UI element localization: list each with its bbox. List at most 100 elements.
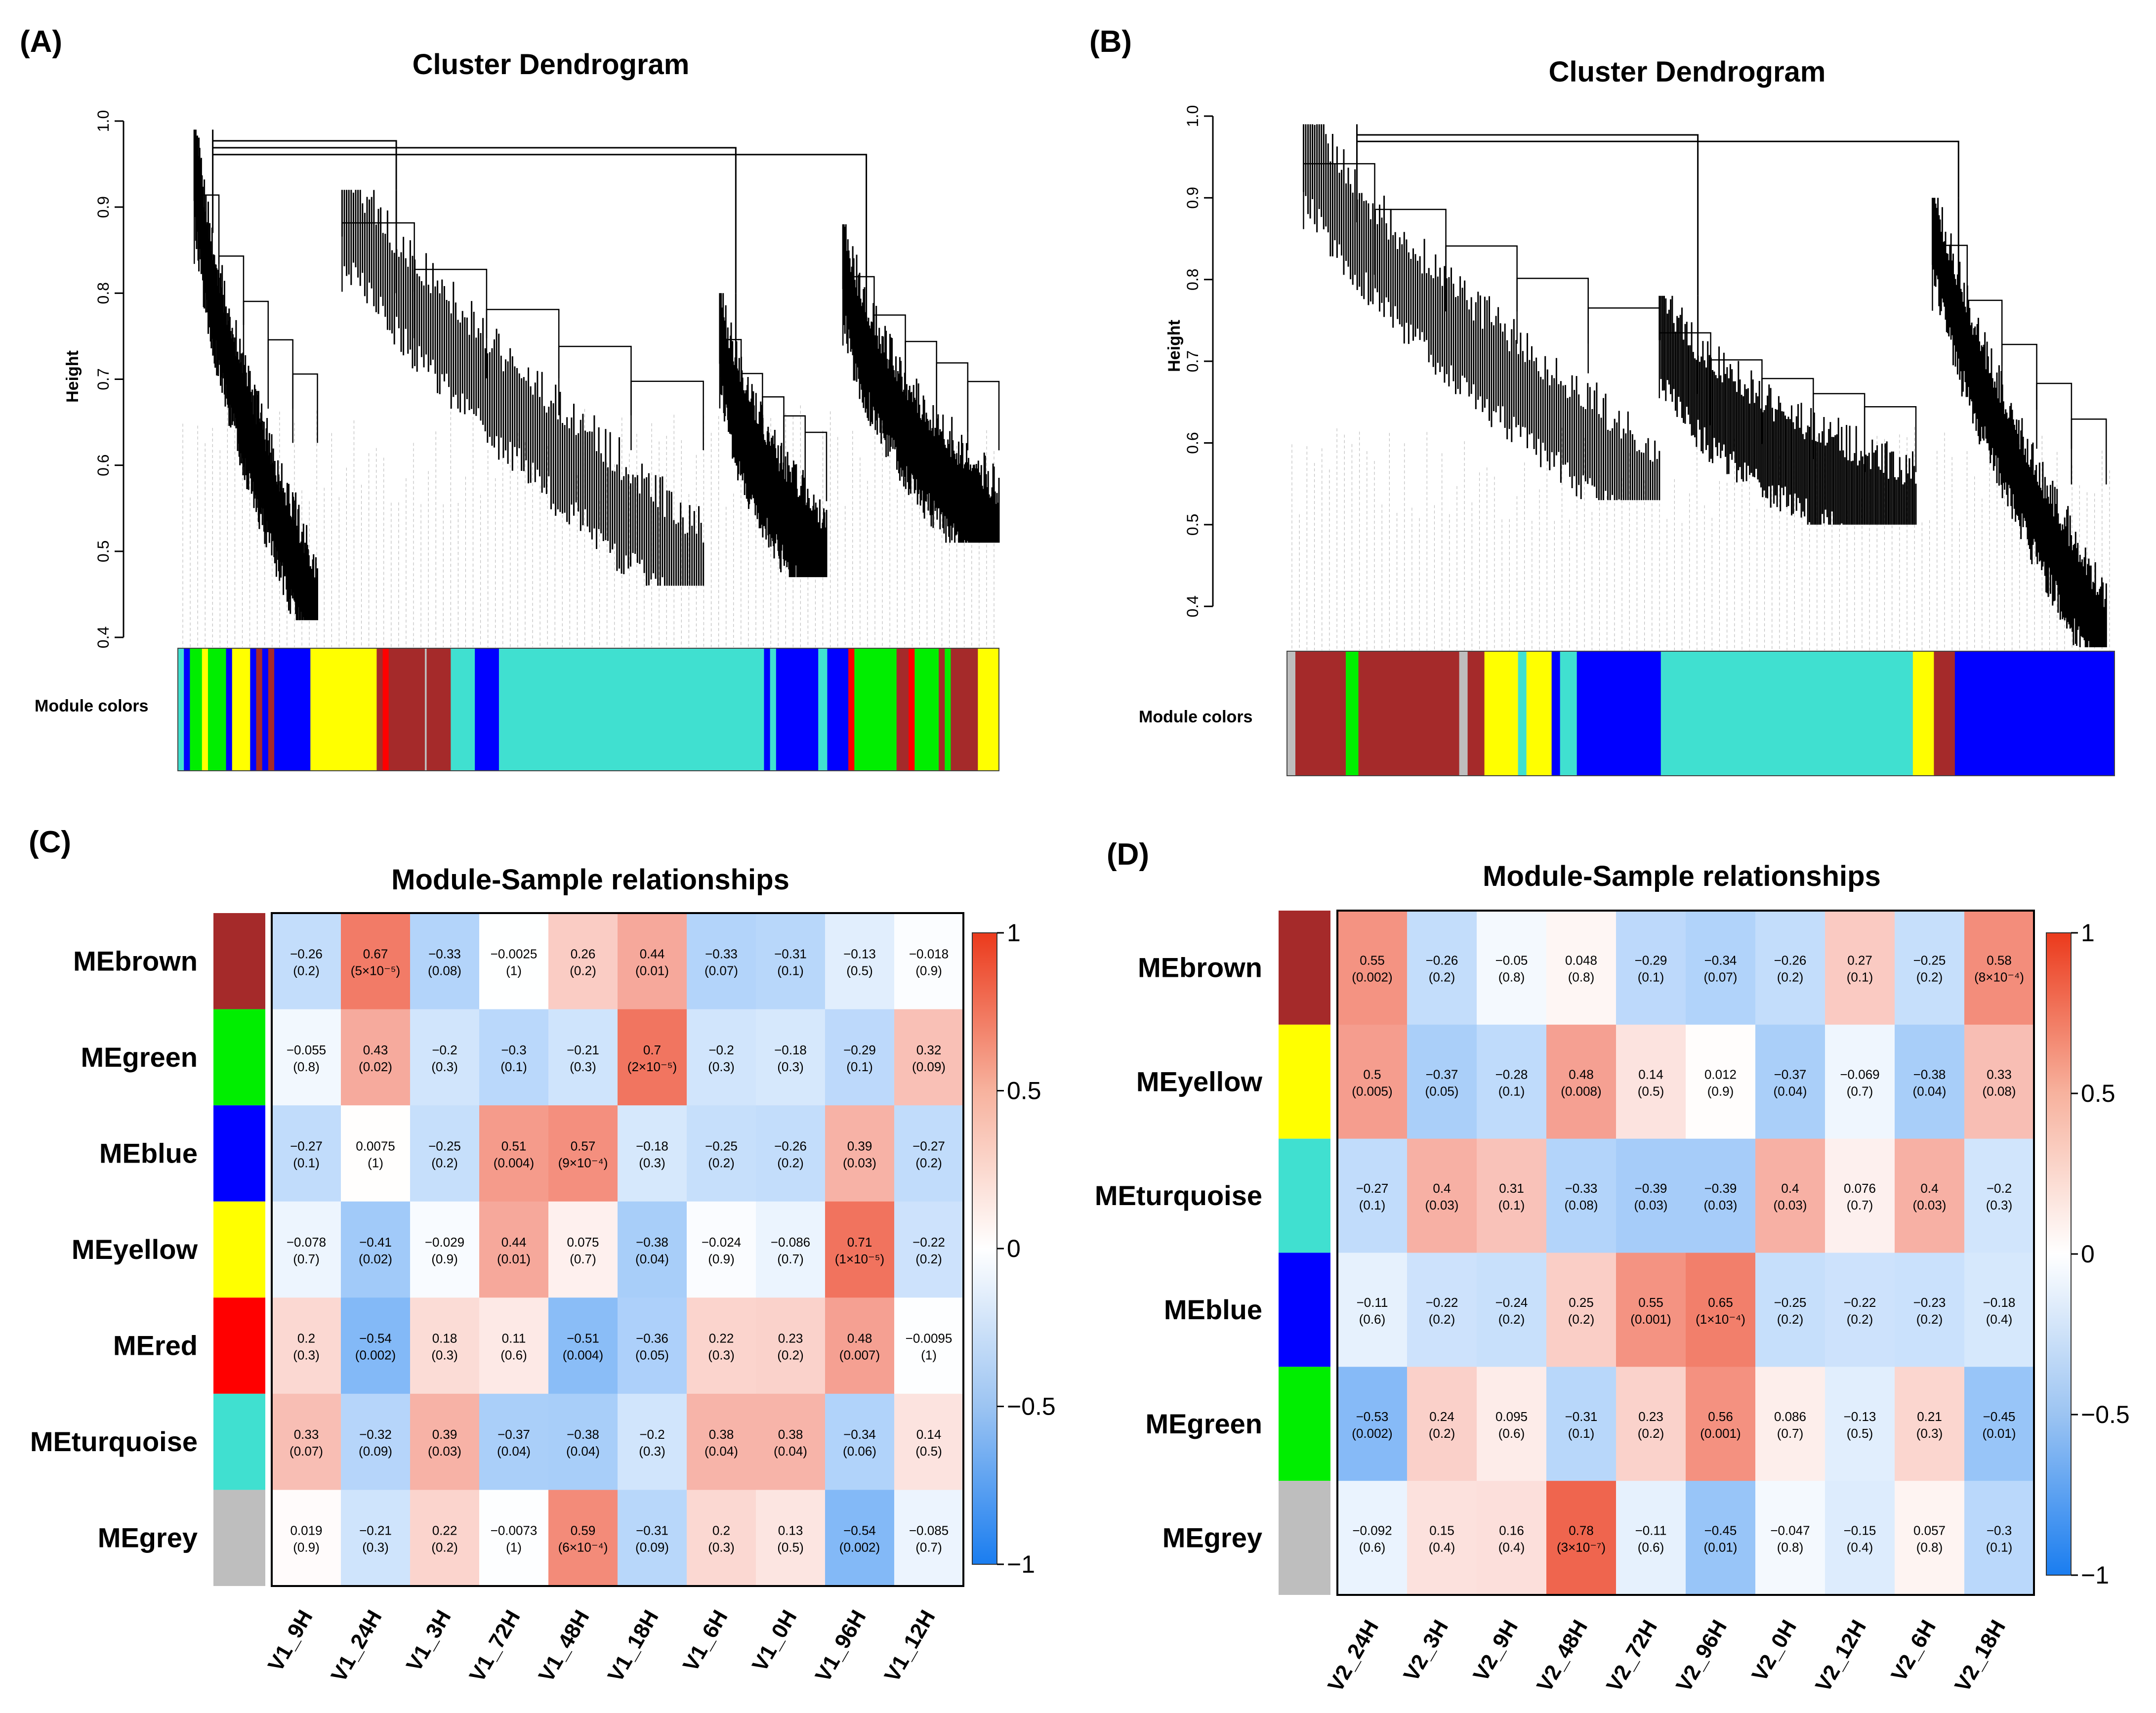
sub-branch	[218, 255, 245, 325]
column-label: V1_6H	[678, 1606, 733, 1676]
heatmap-cell	[548, 1490, 618, 1587]
y-tick-label: 1.0	[94, 110, 112, 132]
panel-a-y-axis: 0.4 0.5 0.6 0.7 0.8 0.9 1.0	[94, 110, 124, 648]
module-color-band	[1551, 651, 1561, 776]
cell-pvalue: (0.004)	[563, 1348, 603, 1363]
panel-b-label: (B)	[1089, 25, 1132, 59]
module-color-band	[1346, 651, 1359, 776]
cell-pvalue: (0.5)	[1638, 1084, 1664, 1098]
heatmap-cell	[548, 1393, 618, 1490]
heatmap-cell	[1337, 1367, 1408, 1481]
heatmap-cell	[825, 1201, 895, 1298]
cell-pvalue: (0.01)	[635, 963, 669, 978]
cell-pvalue: (0.02)	[359, 1059, 392, 1074]
cell-value: −0.38	[636, 1235, 668, 1250]
cell-value: 0.7	[643, 1043, 661, 1057]
cluster-leaves	[1658, 295, 1917, 525]
heatmap-cell	[1616, 1024, 1686, 1139]
panel-b-y-label: Height	[1165, 320, 1184, 372]
cell-value: 0.55	[1360, 953, 1385, 967]
sub-branch	[414, 268, 488, 338]
cell-value: −0.27	[1356, 1181, 1389, 1196]
panel-d-heatmap: (D) Module-Sample relationships MEbrown 0…	[1095, 837, 2130, 1696]
heatmap-cell	[272, 1490, 341, 1587]
module-color-band	[262, 648, 269, 771]
cell-value: −0.33	[705, 946, 738, 961]
cell-value: −0.26	[774, 1138, 807, 1153]
cell-value: −0.25	[1913, 953, 1946, 967]
heatmap-cell	[1546, 1024, 1617, 1139]
cell-pvalue: (0.8)	[1777, 1540, 1803, 1555]
heatmap-cell	[618, 1393, 687, 1490]
module-color-swatch	[213, 1201, 265, 1298]
cell-pvalue: (0.2)	[777, 1155, 803, 1170]
cell-pvalue: (0.04)	[1913, 1084, 1947, 1098]
cell-pvalue: (0.7)	[1777, 1426, 1803, 1441]
cell-value: 0.67	[363, 946, 388, 961]
cell-pvalue: (0.03)	[1774, 1198, 1807, 1212]
cell-value: 0.58	[1987, 953, 2012, 967]
cluster-join	[1357, 134, 1699, 296]
heatmap-cell	[548, 1105, 618, 1202]
panel-a-label: (A)	[20, 25, 62, 59]
heatmap-cell	[410, 913, 480, 1010]
heatmap-cell	[687, 1393, 756, 1490]
cell-value: −0.36	[636, 1331, 668, 1346]
panel-d-grid: MEbrown 0.55 (0.002) −0.26 (0.2) −0.05 (0.8) 0.…	[1095, 910, 2035, 1696]
panel-d-label: (D)	[1107, 837, 1149, 872]
module-color-swatch	[1279, 911, 1330, 1025]
module-color-band	[1593, 651, 1661, 776]
heatmap-cell	[1755, 1253, 1825, 1367]
heatmap-cell	[1477, 1024, 1547, 1139]
heatmap-cell	[272, 913, 341, 1010]
heatmap-cell	[756, 1297, 826, 1394]
cell-pvalue: (0.002)	[839, 1540, 880, 1555]
cell-pvalue: (0.007)	[839, 1348, 880, 1363]
cell-value: −0.38	[1913, 1067, 1946, 1082]
heatmap-cell	[618, 1297, 687, 1394]
module-color-band	[945, 648, 952, 771]
column-label: V2_48H	[1532, 1616, 1592, 1696]
heatmap-cell	[618, 1105, 687, 1202]
cell-pvalue: (0.2)	[1638, 1426, 1664, 1441]
column-label: V2_24H	[1323, 1616, 1383, 1696]
cell-pvalue: (1)	[506, 1540, 522, 1555]
heatmap-cell	[410, 1490, 480, 1587]
heatmap-cell	[341, 1201, 411, 1298]
cell-value: −0.39	[1704, 1181, 1737, 1196]
column-label: V1_12H	[880, 1606, 940, 1686]
cell-pvalue: (0.2)	[431, 1155, 457, 1170]
module-color-band	[274, 648, 281, 771]
cluster-join	[212, 140, 397, 190]
cell-value: 0.4	[1433, 1181, 1451, 1196]
heatmap-cell	[479, 913, 549, 1010]
row-label: MEyellow	[72, 1234, 198, 1265]
cell-pvalue: (0.05)	[635, 1348, 669, 1363]
cell-pvalue: (0.02)	[359, 1252, 392, 1266]
cell-value: −0.21	[359, 1523, 392, 1538]
heatmap-cell	[1964, 1024, 2034, 1139]
panel-c-heatmap: (C) Module-Sample relationships MEbrown −…	[29, 825, 1056, 1686]
heatmap-cell	[1616, 911, 1686, 1025]
column-label: V2_96H	[1671, 1616, 1732, 1696]
cell-pvalue: (0.03)	[1425, 1198, 1459, 1212]
sub-branch	[1864, 406, 1917, 472]
cell-value: 0.65	[1708, 1295, 1733, 1310]
sub-branch	[193, 194, 220, 264]
y-tick-label: 0.7	[1184, 350, 1202, 372]
cell-pvalue: (0.07)	[705, 963, 738, 978]
cell-value: −0.33	[1565, 1181, 1598, 1196]
panel-b-module-colorbar	[1286, 651, 2115, 776]
module-color-band	[896, 648, 909, 771]
cell-value: 0.2	[712, 1523, 730, 1538]
cell-pvalue: (0.1)	[1568, 1426, 1594, 1441]
cluster-join	[212, 154, 868, 224]
sub-branch	[1966, 299, 2003, 366]
cell-pvalue: (0.1)	[1498, 1084, 1525, 1098]
cell-value: −0.0025	[491, 946, 538, 961]
heatmap-cell	[1755, 1481, 1825, 1595]
heatmap-cell	[1964, 1481, 2034, 1595]
heatmap-cell	[410, 1201, 480, 1298]
sub-branch	[630, 380, 704, 451]
column-label: V1_72H	[465, 1606, 525, 1686]
